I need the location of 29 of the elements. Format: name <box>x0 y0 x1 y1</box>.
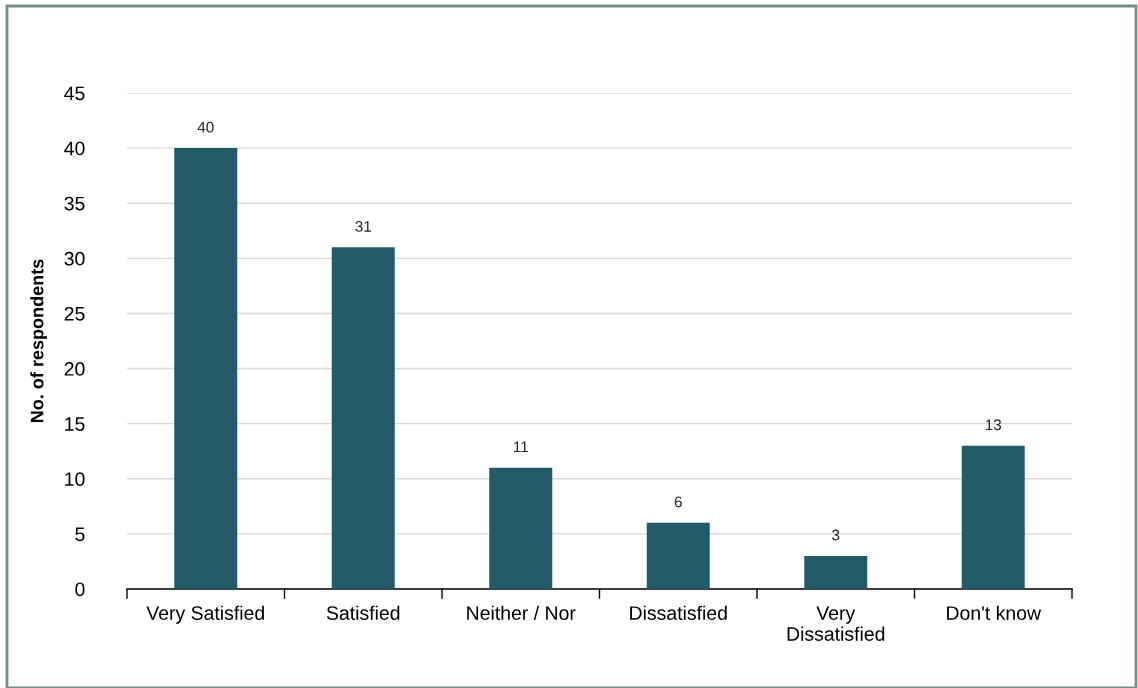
data-label: 6 <box>674 496 682 508</box>
y-tick-label: 0 <box>75 582 85 597</box>
y-axis-title: No. of respondents <box>30 259 48 423</box>
y-tick-label: 20 <box>64 362 85 376</box>
y-tick-label: 25 <box>64 306 85 321</box>
y-tick-label: 10 <box>65 472 85 487</box>
x-tick-label: Dissatisfied <box>630 605 727 620</box>
y-tick-label: 40 <box>64 141 85 156</box>
bar <box>804 555 868 589</box>
y-tick-label: 35 <box>64 196 85 211</box>
x-tick-label: Don't know <box>947 605 1042 620</box>
y-tick-label: 45 <box>64 86 85 101</box>
data-label: 3 <box>832 529 840 541</box>
data-label: 40 <box>197 121 214 133</box>
bar <box>489 467 553 589</box>
x-tick-label: Neither / Nor <box>467 605 576 620</box>
x-tick-label: Very Dissatisfied <box>787 606 885 641</box>
data-label: 31 <box>355 220 371 232</box>
data-label: 11 <box>513 441 528 453</box>
x-tick-label: Very Satisfied <box>146 605 264 624</box>
data-label: 13 <box>985 419 1002 431</box>
y-tick-label: 15 <box>65 417 85 431</box>
bar <box>174 148 238 589</box>
bar <box>646 522 710 589</box>
bar <box>961 445 1025 589</box>
y-tick-label: 30 <box>64 251 85 266</box>
x-tick-label: Satisfied <box>326 605 400 620</box>
bar <box>331 247 395 589</box>
y-tick-label: 5 <box>75 527 85 542</box>
